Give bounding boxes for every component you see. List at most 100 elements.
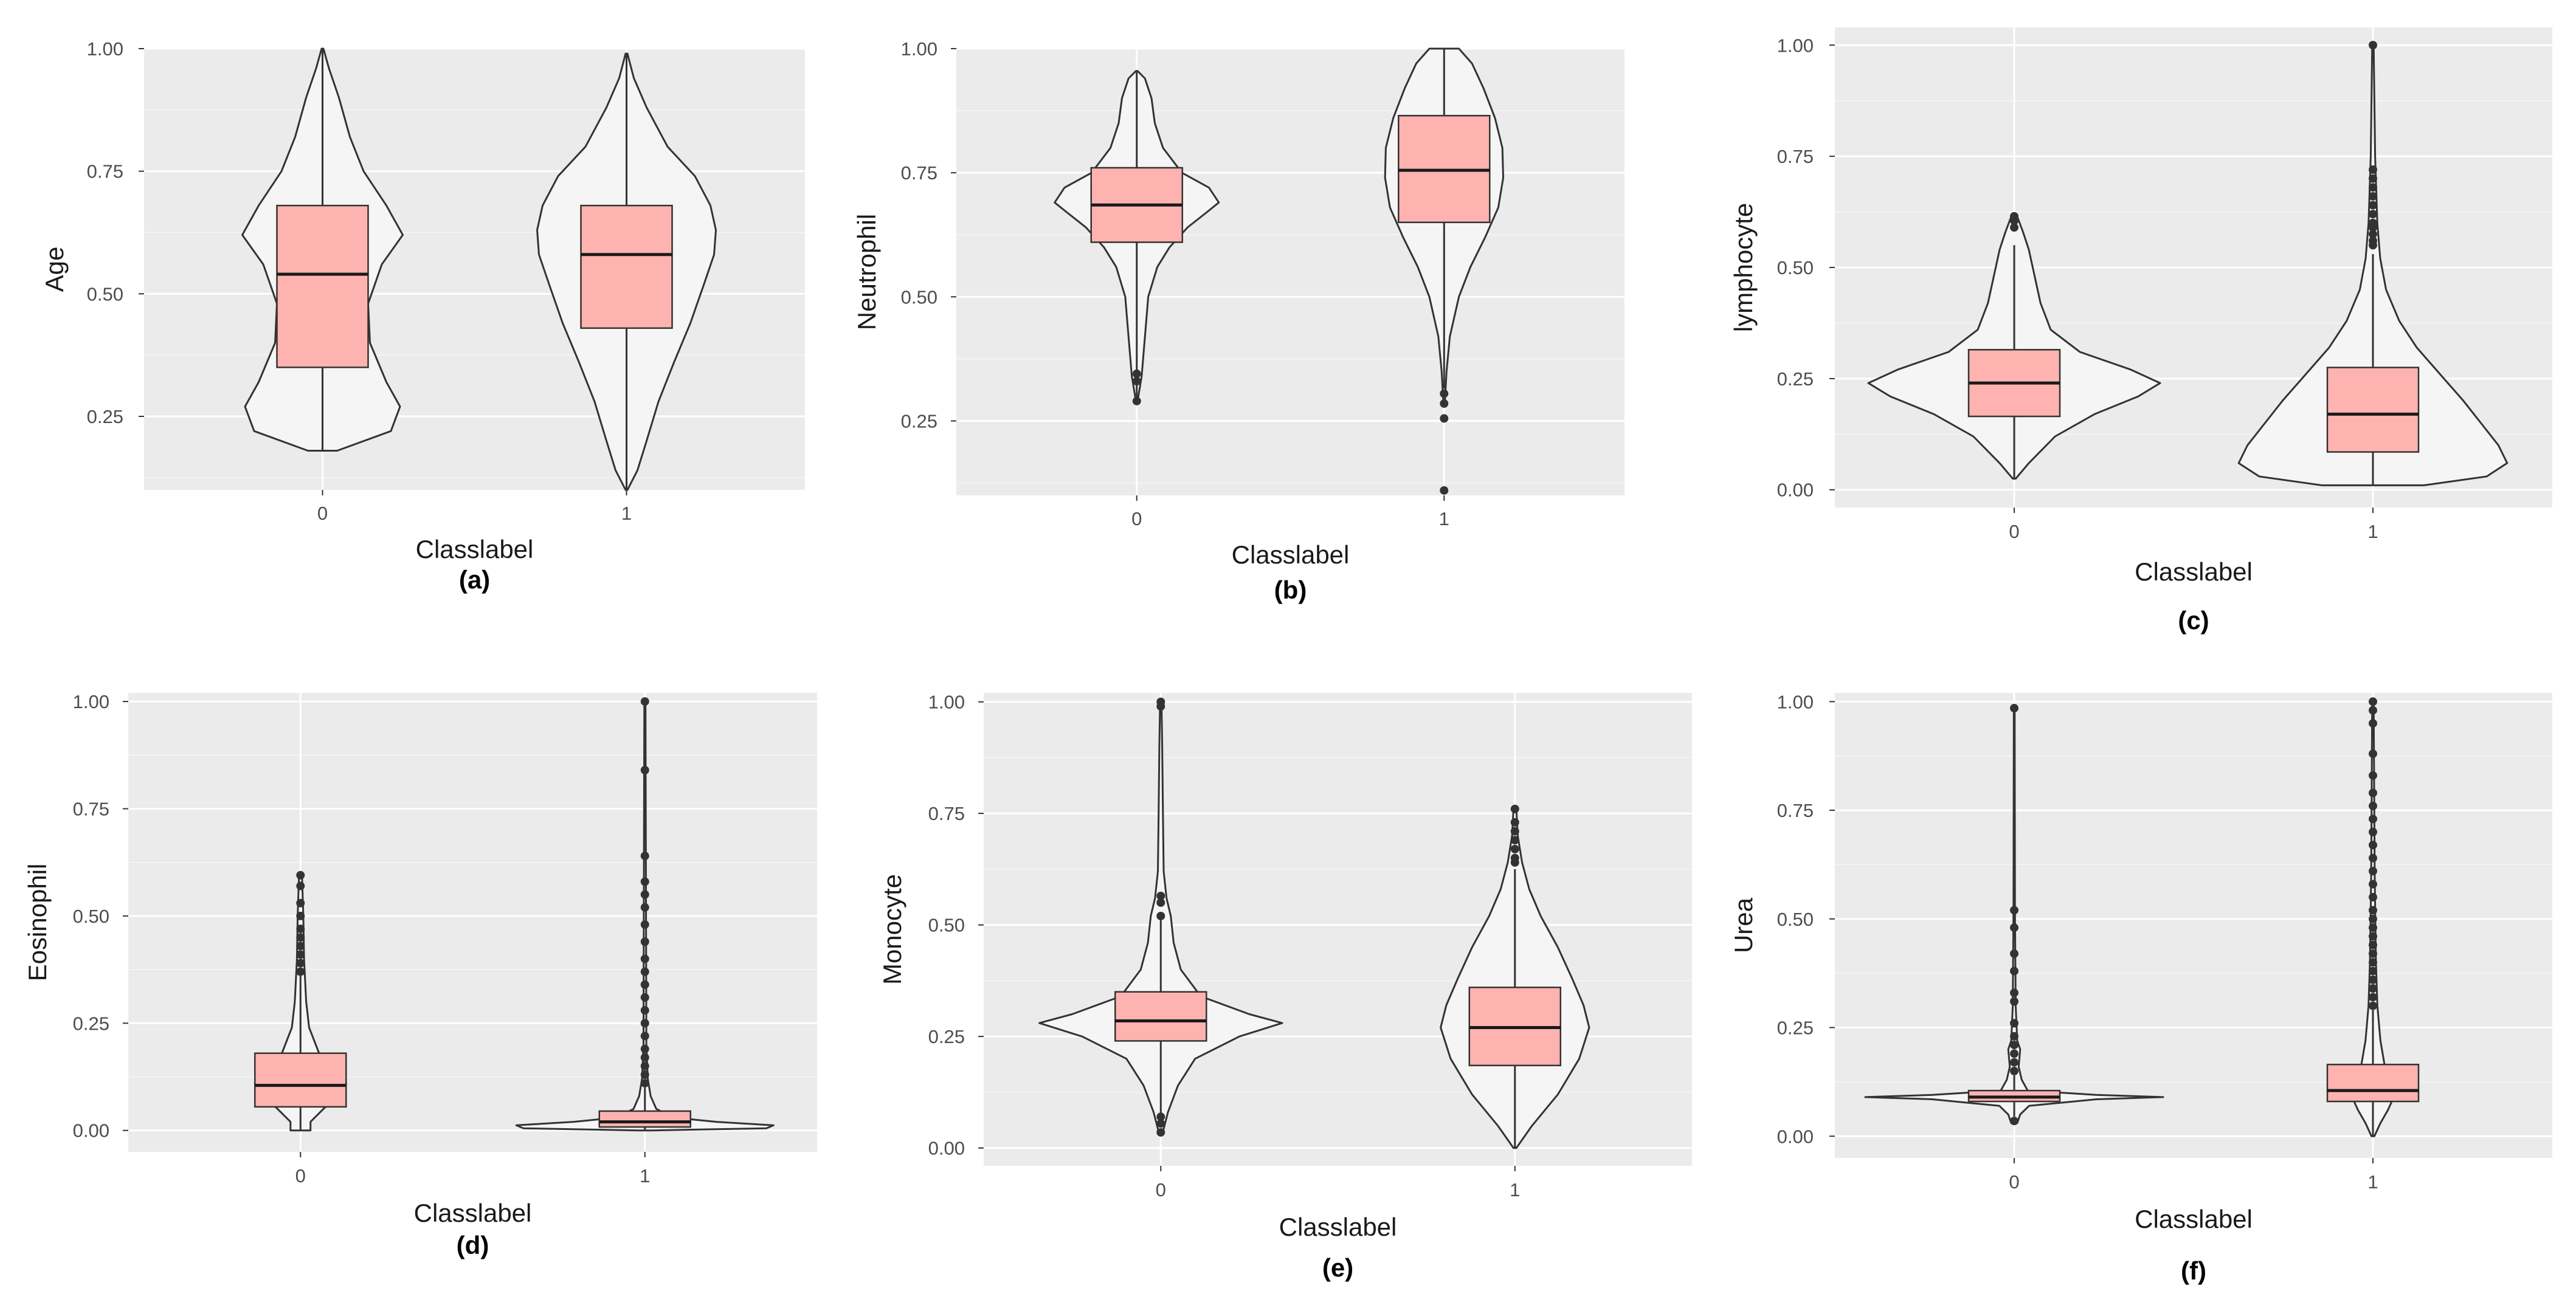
panel-caption: (f) <box>2181 1256 2206 1285</box>
violin-group-1: 1 <box>1440 804 1590 1200</box>
outlier-point <box>2010 1049 2018 1058</box>
y-axis-title: lymphocyte <box>1729 203 1758 332</box>
outlier-point <box>2369 940 2377 949</box>
outlier-point <box>296 925 305 934</box>
y-tick-label: 0.75 <box>1777 800 1814 821</box>
outlier-point <box>2369 165 2377 174</box>
y-tick-label: 1.00 <box>73 691 109 712</box>
outlier-point <box>1156 898 1165 907</box>
outlier-point <box>2369 815 2377 824</box>
outlier-point <box>1440 389 1449 398</box>
outlier-point <box>2369 801 2377 810</box>
y-tick-label: 0.50 <box>901 286 938 308</box>
outlier-point <box>296 898 305 908</box>
outlier-point <box>640 766 649 775</box>
outlier-point <box>640 1006 649 1015</box>
outlier-point <box>2010 949 2018 958</box>
outlier-point <box>2010 988 2018 997</box>
outlier-point <box>2010 966 2018 976</box>
violin-group-1: 1 <box>1384 47 1504 529</box>
outlier-point <box>1510 827 1519 836</box>
box <box>2326 367 2420 453</box>
outlier-point <box>2369 41 2377 50</box>
outlier-point <box>2369 993 2377 1002</box>
outlier-point <box>640 937 649 946</box>
outlier-point <box>1440 414 1449 423</box>
y-tick-label: 0.75 <box>73 799 109 820</box>
panel-caption: (e) <box>1322 1253 1353 1282</box>
outlier-point <box>2369 914 2377 923</box>
outlier-point <box>1156 1112 1165 1121</box>
outlier-point <box>2010 1067 2018 1076</box>
x-tick-label: 0 <box>2009 521 2019 542</box>
x-tick-label: 0 <box>1156 1179 1166 1200</box>
y-tick-label: 0.25 <box>1777 368 1814 390</box>
box <box>598 1110 691 1128</box>
box <box>276 204 369 368</box>
outlier-point <box>2369 236 2377 246</box>
outlier-point <box>640 993 649 1002</box>
outlier-point <box>1440 486 1449 495</box>
chart-panel-1: 0.25 0.50 0.75 1.00 0 1 Classlabel Age (a) <box>40 38 805 594</box>
outlier-point <box>640 890 649 899</box>
y-tick-label: 0.25 <box>928 1026 965 1047</box>
outlier-point <box>1510 804 1519 813</box>
y-tick-label: 0.50 <box>87 283 123 305</box>
outlier-point <box>640 1079 649 1088</box>
violin-group-0: 0 <box>1864 704 2164 1193</box>
panel-background <box>128 693 817 1152</box>
box <box>1114 991 1207 1042</box>
y-axis-title: Age <box>40 247 69 292</box>
chart-panel-2: 0.25 0.50 0.75 1.00 0 1 Classlabel Neutrophil (b… <box>852 38 1625 604</box>
x-tick-label: 0 <box>1131 508 1142 529</box>
violin-group-0: 0 <box>1038 697 1283 1200</box>
y-tick-label: 0.25 <box>73 1013 109 1034</box>
y-axis-title: Urea <box>1729 897 1758 953</box>
outlier-point <box>2010 1117 2018 1126</box>
outlier-point <box>296 942 305 951</box>
panel-caption: (c) <box>2178 606 2209 635</box>
outlier-point <box>296 967 305 976</box>
x-tick-label: 1 <box>621 503 632 524</box>
outlier-point <box>1156 911 1165 920</box>
y-tick-label: 1.00 <box>1777 691 1814 712</box>
outlier-point <box>2369 958 2377 967</box>
outlier-point <box>640 1053 649 1062</box>
outlier-point <box>296 881 305 890</box>
outlier-point <box>2010 704 2018 713</box>
panel-background <box>1835 693 2552 1158</box>
outlier-point <box>1510 844 1519 853</box>
outlier-point <box>2369 191 2377 201</box>
panel-caption: (d) <box>457 1231 489 1259</box>
outlier-point <box>296 959 305 968</box>
y-tick-label: 0.50 <box>928 915 965 936</box>
outlier-point <box>1132 369 1141 378</box>
violin-group-0: 0 <box>1054 70 1220 529</box>
outlier-point <box>2369 827 2377 836</box>
outlier-point <box>2369 949 2377 958</box>
outlier-point <box>2369 932 2377 941</box>
outlier-point <box>1440 399 1449 408</box>
outlier-point <box>2369 975 2377 984</box>
x-tick-label: 0 <box>317 503 328 524</box>
x-tick-label: 1 <box>1439 508 1449 529</box>
violin-group-0: 0 <box>241 47 404 524</box>
x-tick-label: 1 <box>1510 1179 1520 1200</box>
outlier-point <box>296 870 305 880</box>
outlier-point <box>1510 818 1519 827</box>
x-tick-label: 1 <box>640 1165 650 1187</box>
y-axis-title: Neutrophil <box>852 214 881 330</box>
outlier-point <box>1510 853 1519 863</box>
outlier-point <box>2369 174 2377 183</box>
y-tick-label: 0.50 <box>1777 909 1814 930</box>
outlier-point <box>2369 853 2377 863</box>
outlier-point <box>640 852 649 861</box>
outlier-point <box>1156 1128 1165 1137</box>
outlier-point <box>2010 997 2018 1006</box>
outlier-point <box>2369 984 2377 993</box>
outlier-point <box>640 697 649 706</box>
chart-panel-6: 0.00 0.25 0.50 0.75 1.00 0 1 Classlabel Urea (f) <box>1729 691 2552 1285</box>
outlier-point <box>1156 697 1165 706</box>
outlier-point <box>2369 210 2377 219</box>
